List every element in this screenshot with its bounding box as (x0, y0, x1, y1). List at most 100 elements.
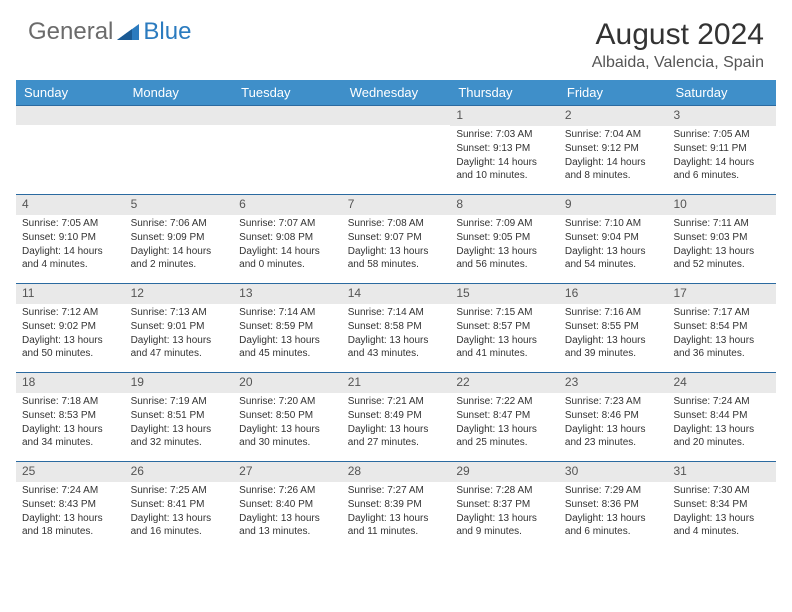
day-number: 7 (342, 195, 451, 215)
day-number: 13 (233, 284, 342, 304)
day-header-friday: Friday (559, 80, 668, 105)
daylight-line: Daylight: 13 hours and 30 minutes. (239, 423, 336, 449)
daylight-line: Daylight: 14 hours and 8 minutes. (565, 156, 662, 182)
sunset-line: Sunset: 8:47 PM (456, 409, 553, 422)
sunrise-line: Sunrise: 7:29 AM (565, 484, 662, 497)
day-number: 20 (233, 373, 342, 393)
day-cell: 14Sunrise: 7:14 AMSunset: 8:58 PMDayligh… (342, 284, 451, 372)
sunset-line: Sunset: 8:44 PM (673, 409, 770, 422)
day-header-tuesday: Tuesday (233, 80, 342, 105)
sunset-line: Sunset: 8:36 PM (565, 498, 662, 511)
day-number: 5 (125, 195, 234, 215)
day-cell: 5Sunrise: 7:06 AMSunset: 9:09 PMDaylight… (125, 195, 234, 283)
week-row: 1Sunrise: 7:03 AMSunset: 9:13 PMDaylight… (16, 105, 776, 194)
day-cell: 17Sunrise: 7:17 AMSunset: 8:54 PMDayligh… (667, 284, 776, 372)
sunset-line: Sunset: 8:49 PM (348, 409, 445, 422)
sunrise-line: Sunrise: 7:08 AM (348, 217, 445, 230)
sunset-line: Sunset: 8:43 PM (22, 498, 119, 511)
day-number: 3 (667, 106, 776, 126)
day-details: Sunrise: 7:25 AMSunset: 8:41 PMDaylight:… (125, 484, 234, 543)
daylight-line: Daylight: 14 hours and 4 minutes. (22, 245, 119, 271)
sunrise-line: Sunrise: 7:22 AM (456, 395, 553, 408)
day-number: 10 (667, 195, 776, 215)
sunset-line: Sunset: 8:55 PM (565, 320, 662, 333)
daylight-line: Daylight: 14 hours and 2 minutes. (131, 245, 228, 271)
day-number: 26 (125, 462, 234, 482)
day-cell: 1Sunrise: 7:03 AMSunset: 9:13 PMDaylight… (450, 106, 559, 194)
day-cell: 30 Sunrise: 7:29 AMSunset: 8:36 PMDayligh… (559, 462, 668, 550)
daylight-line: Daylight: 13 hours and 16 minutes. (131, 512, 228, 538)
daylight-line: Daylight: 13 hours and 6 minutes. (565, 512, 662, 538)
day-details: Sunrise: 7:20 AMSunset: 8:50 PMDaylight:… (233, 395, 342, 454)
sunset-line: Sunset: 8:53 PM (22, 409, 119, 422)
day-number: 29 (450, 462, 559, 482)
sunrise-line: Sunrise: 7:25 AM (131, 484, 228, 497)
day-cell: 16Sunrise: 7:16 AMSunset: 8:55 PMDayligh… (559, 284, 668, 372)
day-header-wednesday: Wednesday (342, 80, 451, 105)
sunset-line: Sunset: 8:54 PM (673, 320, 770, 333)
sunrise-line: Sunrise: 7:27 AM (348, 484, 445, 497)
day-details: Sunrise: 7:27 AMSunset: 8:39 PMDaylight:… (342, 484, 451, 543)
sunrise-line: Sunrise: 7:17 AM (673, 306, 770, 319)
sunset-line: Sunset: 9:08 PM (239, 231, 336, 244)
day-cell: 2Sunrise: 7:04 AMSunset: 9:12 PMDaylight… (559, 106, 668, 194)
sunrise-line: Sunrise: 7:20 AM (239, 395, 336, 408)
sunset-line: Sunset: 8:50 PM (239, 409, 336, 422)
day-number: 12 (125, 284, 234, 304)
day-cell: 12Sunrise: 7:13 AMSunset: 9:01 PMDayligh… (125, 284, 234, 372)
day-number: 17 (667, 284, 776, 304)
day-details: Sunrise: 7:22 AMSunset: 8:47 PMDaylight:… (450, 395, 559, 454)
daylight-line: Daylight: 13 hours and 52 minutes. (673, 245, 770, 271)
day-cell: 19Sunrise: 7:19 AMSunset: 8:51 PMDayligh… (125, 373, 234, 461)
logo-text-general: General (28, 18, 113, 46)
daylight-line: Daylight: 13 hours and 47 minutes. (131, 334, 228, 360)
daylight-line: Daylight: 13 hours and 20 minutes. (673, 423, 770, 449)
daylight-line: Daylight: 13 hours and 41 minutes. (456, 334, 553, 360)
day-cell: 29Sunrise: 7:28 AMSunset: 8:37 PMDayligh… (450, 462, 559, 550)
day-details: Sunrise: 7:26 AMSunset: 8:40 PMDaylight:… (233, 484, 342, 543)
day-details: Sunrise: 7:14 AMSunset: 8:59 PMDaylight:… (233, 306, 342, 365)
daylight-line: Daylight: 13 hours and 11 minutes. (348, 512, 445, 538)
day-cell: 13Sunrise: 7:14 AMSunset: 8:59 PMDayligh… (233, 284, 342, 372)
day-number: 31 (667, 462, 776, 482)
sunset-line: Sunset: 9:12 PM (565, 142, 662, 155)
daylight-line: Daylight: 13 hours and 27 minutes. (348, 423, 445, 449)
week-row: 11Sunrise: 7:12 AMSunset: 9:02 PMDayligh… (16, 283, 776, 372)
day-cell (233, 106, 342, 194)
sunset-line: Sunset: 9:01 PM (131, 320, 228, 333)
day-number: 30 (559, 462, 668, 482)
sunrise-line: Sunrise: 7:05 AM (22, 217, 119, 230)
daylight-line: Daylight: 13 hours and 56 minutes. (456, 245, 553, 271)
daylight-line: Daylight: 13 hours and 58 minutes. (348, 245, 445, 271)
day-cell: 9Sunrise: 7:10 AMSunset: 9:04 PMDaylight… (559, 195, 668, 283)
sunset-line: Sunset: 8:58 PM (348, 320, 445, 333)
sunset-line: Sunset: 8:34 PM (673, 498, 770, 511)
day-header-thursday: Thursday (450, 80, 559, 105)
day-header-monday: Monday (125, 80, 234, 105)
day-number: 24 (667, 373, 776, 393)
day-cell: 15Sunrise: 7:15 AMSunset: 8:57 PMDayligh… (450, 284, 559, 372)
week-row: 25Sunrise: 7:24 AMSunset: 8:43 PMDayligh… (16, 461, 776, 550)
day-number: 11 (16, 284, 125, 304)
day-number: 15 (450, 284, 559, 304)
sunrise-line: Sunrise: 7:21 AM (348, 395, 445, 408)
day-details: Sunrise: 7:18 AMSunset: 8:53 PMDaylight:… (16, 395, 125, 454)
day-details: Sunrise: 7:07 AMSunset: 9:08 PMDaylight:… (233, 217, 342, 276)
day-cell: 3Sunrise: 7:05 AMSunset: 9:11 PMDaylight… (667, 106, 776, 194)
sunrise-line: Sunrise: 7:06 AM (131, 217, 228, 230)
daylight-line: Daylight: 13 hours and 23 minutes. (565, 423, 662, 449)
daylight-line: Daylight: 13 hours and 9 minutes. (456, 512, 553, 538)
day-number: 23 (559, 373, 668, 393)
sunrise-line: Sunrise: 7:24 AM (22, 484, 119, 497)
daylight-line: Daylight: 14 hours and 10 minutes. (456, 156, 553, 182)
week-row: 18Sunrise: 7:18 AMSunset: 8:53 PMDayligh… (16, 372, 776, 461)
sunrise-line: Sunrise: 7:03 AM (456, 128, 553, 141)
sunset-line: Sunset: 8:57 PM (456, 320, 553, 333)
sunrise-line: Sunrise: 7:07 AM (239, 217, 336, 230)
sunrise-line: Sunrise: 7:12 AM (22, 306, 119, 319)
day-number: 14 (342, 284, 451, 304)
day-number: 28 (342, 462, 451, 482)
day-details: Sunrise: 7:17 AMSunset: 8:54 PMDaylight:… (667, 306, 776, 365)
day-cell (342, 106, 451, 194)
day-cell: 23Sunrise: 7:23 AMSunset: 8:46 PMDayligh… (559, 373, 668, 461)
